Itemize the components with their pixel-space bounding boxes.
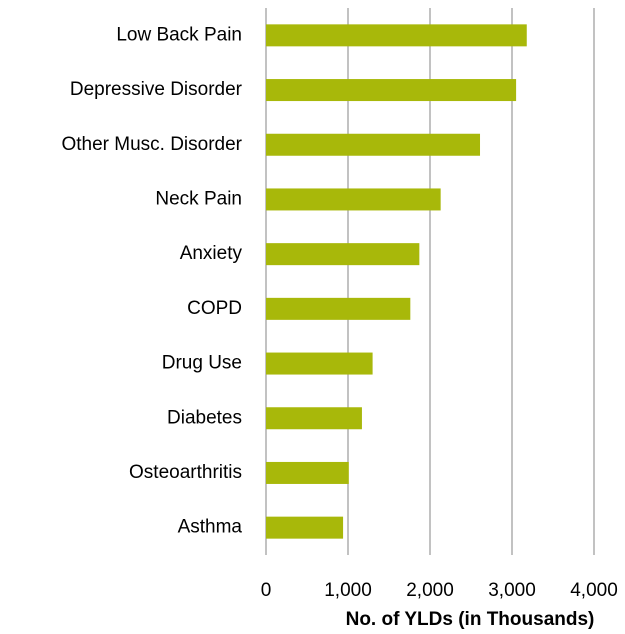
y-tick-label: Other Musc. Disorder [61,134,242,155]
y-tick-label: Osteoarthritis [129,462,242,483]
y-tick-label: Low Back Pain [116,24,242,45]
bar [266,352,373,375]
bar [266,407,362,430]
bar [266,79,517,102]
bar [266,243,420,266]
y-tick-label: Asthma [178,517,243,538]
bar [266,188,441,211]
y-tick-label: COPD [187,298,242,319]
x-tick-label: 2,000 [406,580,454,601]
bar [266,133,481,156]
y-tick-label: Depressive Disorder [70,79,243,100]
x-tick-label: 1,000 [324,580,372,601]
x-axis-title: No. of YLDs (in Thousands) [346,609,595,630]
y-tick-label: Drug Use [162,353,242,374]
bar [266,461,349,484]
bar [266,297,411,320]
x-tick-label: 0 [261,580,272,601]
y-tick-label: Anxiety [180,243,243,264]
x-tick-label: 3,000 [488,580,536,601]
bar [266,516,344,539]
x-tick-label: 4,000 [570,580,618,601]
y-tick-label: Neck Pain [155,188,242,209]
bar [266,24,527,47]
y-tick-label: Diabetes [167,407,242,428]
